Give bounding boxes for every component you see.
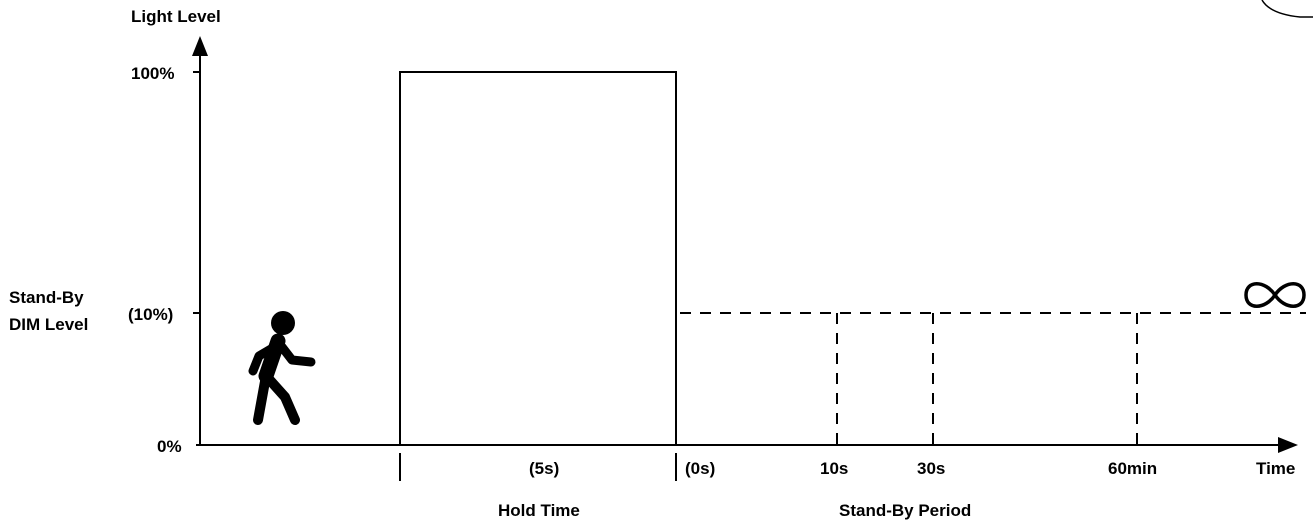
- standby-period-label: Stand-By Period: [839, 501, 971, 520]
- walking-person-icon: [248, 311, 316, 425]
- y-axis-label: Light Level: [131, 7, 221, 26]
- standby-dim-label-line1: Stand-By: [9, 288, 84, 307]
- x-axis-arrow: [1278, 437, 1298, 453]
- infinity-icon: [1244, 282, 1306, 308]
- level-100-label: 100%: [131, 64, 174, 83]
- standby-start-value: (0s): [685, 459, 715, 478]
- standby-option-10s: 10s: [820, 459, 848, 478]
- hold-time-label: Hold Time: [498, 501, 580, 520]
- standby-option-30s: 30s: [917, 459, 945, 478]
- level-standby-label: (10%): [128, 305, 173, 324]
- corner-circle-fragment: [1261, 0, 1313, 18]
- standby-dim-label-line2: DIM Level: [9, 315, 88, 334]
- hold-time-value: (5s): [529, 459, 559, 478]
- level-0-label: 0%: [157, 437, 182, 456]
- y-axis-arrow: [192, 36, 208, 56]
- hold-time-pulse: [399, 71, 677, 446]
- standby-option-60min: 60min: [1108, 459, 1157, 478]
- x-axis-label: Time: [1256, 459, 1295, 478]
